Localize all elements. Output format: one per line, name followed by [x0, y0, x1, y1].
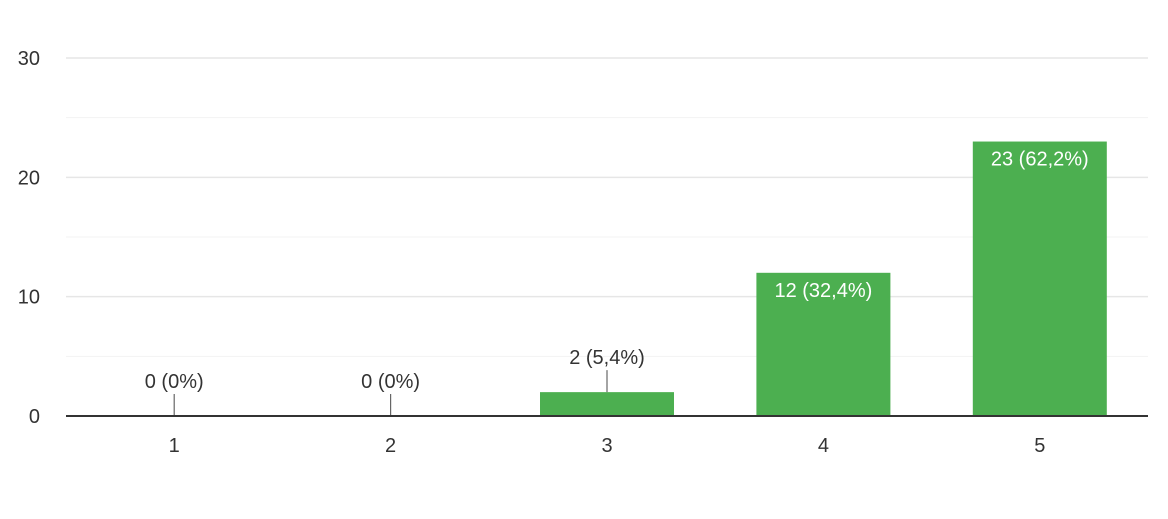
x-tick-label: 2: [385, 435, 396, 457]
x-tick-label: 3: [601, 435, 612, 457]
bar: [972, 141, 1107, 417]
x-axis-tick-labels: 1 2 3 4 5: [169, 435, 1046, 457]
y-tick-label: 20: [18, 167, 40, 189]
y-tick-label: 30: [18, 48, 40, 70]
bar: [756, 272, 891, 416]
leader-lines: [173, 370, 608, 416]
data-label: 12 (32,4%): [774, 280, 872, 302]
bars: [540, 141, 1107, 417]
data-label: 23 (62,2%): [991, 149, 1089, 171]
x-tick-label: 5: [1034, 435, 1045, 457]
data-label: 0 (0%): [361, 371, 420, 393]
data-label: 0 (0%): [145, 371, 204, 393]
x-tick-label: 1: [169, 435, 180, 457]
y-tick-label: 0: [29, 406, 40, 428]
y-axis-tick-labels: 0 10 20 30: [18, 48, 40, 428]
x-tick-label: 4: [818, 435, 829, 457]
grid-lines: [66, 57, 1148, 357]
y-tick-label: 10: [18, 287, 40, 309]
data-labels: 0 (0%) 0 (0%) 2 (5,4%) 12 (32,4%) 23 (62…: [145, 149, 1089, 393]
data-label: 2 (5,4%): [569, 347, 645, 369]
bar: [540, 392, 674, 416]
